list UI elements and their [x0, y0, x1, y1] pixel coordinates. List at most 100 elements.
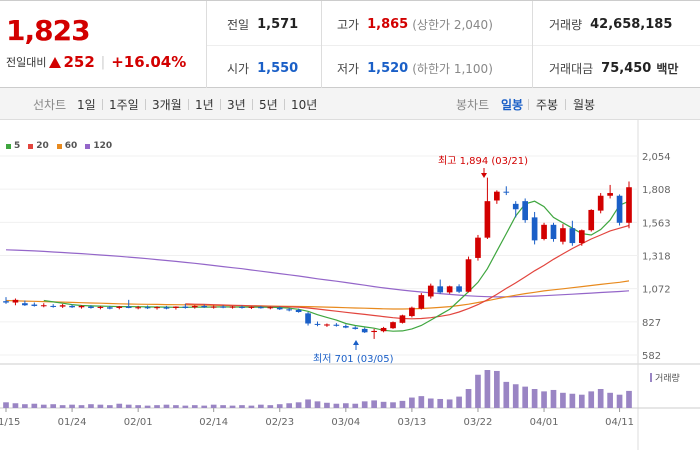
volume-bar — [97, 404, 104, 408]
candle-body — [427, 285, 434, 297]
candle — [503, 186, 510, 196]
candle-daily[interactable]: 일봉 — [501, 98, 524, 112]
candle — [229, 305, 236, 309]
candle-body — [191, 305, 198, 308]
candle — [182, 303, 189, 309]
candle-body — [135, 307, 141, 309]
candle — [125, 299, 132, 309]
high-price: 고가 1,865 (상한가 2,040) — [337, 14, 493, 34]
candle-body — [597, 195, 604, 211]
candle — [12, 298, 19, 306]
legend-ma20[interactable]: 20 — [28, 141, 49, 151]
candle — [371, 328, 377, 339]
candle-body — [588, 209, 595, 231]
legend-ma60[interactable]: 60 — [56, 141, 77, 151]
candle — [626, 181, 632, 229]
candle-body — [22, 303, 28, 306]
volume-bar — [69, 404, 75, 408]
period-5y[interactable]: 5년 — [259, 98, 278, 112]
volume-bar — [163, 404, 170, 408]
candle-body — [484, 201, 491, 238]
volume-bar — [324, 402, 330, 408]
volume-bar — [484, 370, 491, 408]
volume-bar — [380, 401, 387, 408]
amount-value: 75,450 — [601, 60, 652, 76]
candle-body — [220, 306, 226, 308]
period-3m[interactable]: 3개월 — [152, 98, 182, 112]
volume-bar — [154, 405, 160, 408]
volume-bar — [107, 405, 113, 408]
volume-bar — [541, 391, 547, 408]
high-annotation-label: 최고 1,894 (03/21) — [438, 155, 528, 167]
change-value: 252 — [63, 53, 95, 71]
candle-body — [78, 305, 85, 308]
candle — [361, 327, 368, 333]
volume-legend-label: 거래량 — [655, 372, 680, 384]
candle-body — [342, 326, 349, 328]
candle — [22, 300, 28, 306]
candle — [116, 305, 123, 310]
candle — [578, 229, 585, 246]
volume-bar — [456, 396, 462, 408]
candle — [201, 304, 208, 308]
candle — [475, 234, 481, 261]
candle-body — [286, 309, 293, 311]
change-label: 전일대비 — [6, 56, 47, 69]
volume-bar — [588, 391, 595, 408]
prev-value: 1,571 — [257, 16, 299, 32]
x-tick-label: 03/04 — [331, 417, 360, 428]
candle-body — [210, 306, 217, 308]
x-tick-label: 04/01 — [530, 417, 559, 428]
volume-bar — [173, 405, 179, 408]
legend-ma5[interactable]: 5 — [6, 141, 20, 151]
period-10y[interactable]: 10년 — [291, 98, 318, 112]
quote-panel: 1,823 전일대비 252 | +16.04% 전일 1,571 시가 1,5… — [0, 0, 700, 89]
candle-body — [409, 307, 415, 317]
prev-close: 전일 1,571 — [227, 14, 298, 34]
candle — [135, 305, 141, 310]
toolbar-divider — [102, 99, 103, 110]
candle-body — [59, 305, 66, 307]
candle — [305, 312, 311, 326]
x-tick-label: 02/23 — [265, 417, 294, 428]
volume-bar — [182, 405, 189, 408]
candle-monthly[interactable]: 월봉 — [573, 98, 596, 112]
x-tick-label: 02/14 — [199, 417, 228, 428]
volume-label: 거래량 — [549, 17, 583, 32]
candle-body — [324, 324, 330, 326]
legend-swatch — [56, 143, 62, 149]
low-value: 1,520 — [367, 60, 409, 76]
candle-body — [97, 306, 104, 308]
volume-bar — [512, 384, 519, 408]
volume-bar — [314, 401, 321, 408]
candle-body — [503, 191, 510, 193]
low-price: 저가 1,520 (하한가 1,100) — [337, 58, 493, 78]
period-1y[interactable]: 1년 — [195, 98, 214, 112]
candle — [560, 224, 566, 245]
candle-body — [201, 305, 208, 308]
legend-ma120[interactable]: 120 — [85, 141, 112, 151]
candle-body — [40, 305, 47, 307]
volume-bar — [531, 389, 538, 408]
candle-body — [154, 307, 160, 309]
low-arrow-icon — [353, 340, 359, 345]
period-1w[interactable]: 1주일 — [109, 98, 139, 112]
candle-body — [267, 307, 274, 309]
volume-bar — [427, 398, 434, 408]
candle-body — [437, 286, 444, 293]
candle-body — [163, 307, 170, 309]
candle — [3, 297, 9, 304]
volume-bar — [607, 392, 613, 408]
candle-weekly[interactable]: 주봉 — [536, 98, 559, 112]
candle-body — [569, 228, 576, 244]
volume-bar — [437, 398, 444, 408]
candle-body — [541, 224, 547, 240]
volume-bar — [295, 402, 302, 408]
period-3y[interactable]: 3년 — [227, 98, 246, 112]
candle — [154, 306, 160, 310]
open-price: 시가 1,550 — [227, 58, 298, 78]
period-1d[interactable]: 1일 — [77, 98, 96, 112]
candle — [427, 283, 434, 299]
column-divider — [532, 1, 533, 89]
